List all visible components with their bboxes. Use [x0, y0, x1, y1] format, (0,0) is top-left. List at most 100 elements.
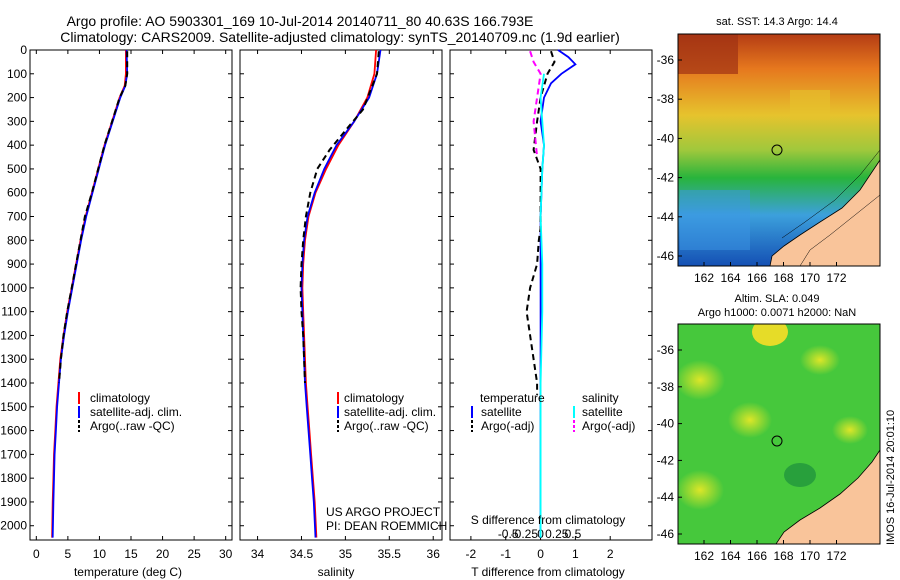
legend-s-satellite: satellite [582, 405, 623, 419]
salinity-plot: 34 34.5 35 35.5 36 [251, 49, 441, 561]
difference-panel-frame [449, 49, 653, 541]
depth-tick-label: 1400 [0, 376, 27, 390]
land-mass-sla [775, 449, 880, 544]
depth-tick-label: 2000 [0, 519, 27, 533]
legend-t-argo: Argo(-adj) [481, 419, 534, 433]
s-tick-label: 0.25 [545, 527, 569, 541]
x-tick-label: 0 [33, 547, 40, 561]
sst-map [678, 34, 880, 266]
depth-tick-label: 100 [7, 67, 27, 81]
series-line-salinity-satellite [539, 73, 545, 538]
map-lon-tick: 168 [773, 549, 793, 563]
x-tick-label: 36 [427, 547, 441, 561]
map-lon-tick: 162 [694, 271, 714, 285]
map-lat-tick: -42 [657, 453, 675, 467]
sla-map-title1: Altim. SLA: 0.049 [735, 293, 820, 305]
map-lon-tick: 162 [694, 549, 714, 563]
map-lat-tick: -36 [657, 343, 675, 357]
salinity-axis-label: salinity [318, 565, 355, 579]
map-lat-tick: -38 [657, 92, 675, 106]
land-mass-sst [769, 159, 880, 266]
depth-tick-label: 800 [7, 233, 27, 247]
map-lat-tick: -36 [657, 53, 675, 67]
difference-plot: -2 -1 0 1 2-0.5-0.25 0 0.250.5 [466, 49, 614, 561]
map-lon-tick: 172 [826, 549, 846, 563]
figure-title-line2: Climatology: CARS2009. Satellite-adjuste… [60, 29, 620, 45]
depth-axis: 0 100 200 300 400 500 600 700 800 900 1000 1100 1200… [0, 43, 652, 533]
depth-tick-label: 1000 [0, 281, 27, 295]
series-line-temperature-satellite [539, 49, 577, 538]
x-tick-label: 35.5 [378, 547, 402, 561]
x-tick-label: 25 [187, 547, 201, 561]
legend-s-argo: Argo(-adj) [582, 419, 635, 433]
map-lat-tick: -44 [657, 490, 675, 504]
depth-tick-label: 700 [7, 210, 27, 224]
temperature-axis-label: temperature (deg C) [74, 565, 182, 579]
depth-tick-label: 300 [7, 114, 27, 128]
map-lat-tick: -46 [657, 527, 675, 541]
x-tick-label: 35 [339, 547, 353, 561]
salinity-panel-frame [239, 49, 443, 541]
map-lat-tick: -40 [657, 131, 675, 145]
map-lat-tick: -46 [657, 249, 675, 263]
legend-satellite-adj-s: satellite-adj. clim. [344, 405, 436, 419]
series-line-climatology [301, 49, 377, 538]
difference-legend: temperature salinity satellite Argo(-adj… [471, 391, 635, 433]
depth-tick-label: 400 [7, 138, 27, 152]
depth-tick-label: 1600 [0, 424, 27, 438]
s-tick-label: -0.5 [498, 527, 519, 541]
series-line-argo-raw-qc- [58, 51, 129, 384]
depth-tick-label: 1800 [0, 471, 27, 485]
map-lat-tick: -44 [657, 210, 675, 224]
map-lon-tick: 168 [773, 271, 793, 285]
x-tick-label: -2 [466, 547, 477, 561]
x-tick-label: 1 [572, 547, 579, 561]
x-tick-label: 34 [251, 547, 265, 561]
depth-tick-label: 0 [20, 43, 27, 57]
depth-tick-label: 1700 [0, 447, 27, 461]
legend-t-satellite: satellite [481, 405, 522, 419]
legend-argo-s: Argo(..raw -QC) [344, 419, 429, 433]
map-lon-tick: 172 [826, 271, 846, 285]
argo-float-marker-sla [771, 435, 783, 447]
t-difference-axis-label: T difference from climatology [471, 565, 625, 579]
map-lon-tick: 164 [720, 549, 740, 563]
legend-climatology: climatology [90, 391, 150, 405]
series-line-satellite-adj-clim- [300, 49, 382, 538]
us-argo-project-credit: US ARGO PROJECT [326, 505, 441, 519]
salinity-legend: climatology satellite-adj. clim. Argo(..… [337, 391, 436, 433]
map-lon-tick: 170 [800, 549, 820, 563]
x-tick-label: 20 [156, 547, 170, 561]
map-lon-tick: 170 [800, 271, 820, 285]
sla-map [678, 324, 880, 544]
depth-tick-label: 500 [7, 162, 27, 176]
x-tick-label: -1 [500, 547, 511, 561]
series-line-satellite-adj-clim- [51, 49, 129, 538]
series-line-salinity-argo-adj- [529, 50, 542, 158]
legend-climatology-s: climatology [344, 391, 404, 405]
figure-title-line1: Argo profile: AO 5903301_169 10-Jul-2014… [67, 13, 534, 29]
depth-tick-label: 1100 [1, 305, 27, 319]
x-tick-label: 10 [93, 547, 107, 561]
x-tick-label: 5 [65, 547, 72, 561]
s-tick-label: -0.25 [511, 527, 539, 541]
s-tick-label: 0.5 [565, 527, 582, 541]
x-tick-label: 15 [124, 547, 138, 561]
x-tick-label: 34.5 [290, 547, 314, 561]
depth-tick-label: 600 [7, 186, 27, 200]
temperature-panel-frame [29, 49, 233, 541]
depth-tick-label: 1200 [0, 328, 27, 342]
depth-tick-label: 200 [7, 91, 27, 105]
map-lat-tick: -42 [657, 171, 675, 185]
depth-tick-label: 1900 [0, 495, 27, 509]
temperature-legend: climatology satellite-adj. clim. Argo(..… [78, 391, 182, 433]
x-tick-label: 2 [607, 547, 614, 561]
pi-credit: PI: DEAN ROEMMICH [326, 519, 447, 533]
series-line-climatology [51, 50, 127, 538]
depth-tick-label: 1300 [0, 352, 27, 366]
sla-map-title2: Argo h1000: 0.0071 h2000: NaN [698, 307, 856, 319]
sst-map-title: sat. SST: 14.3 Argo: 14.4 [716, 16, 838, 28]
x-tick-label: 0 [537, 547, 544, 561]
map-lat-tick: -40 [657, 417, 675, 431]
